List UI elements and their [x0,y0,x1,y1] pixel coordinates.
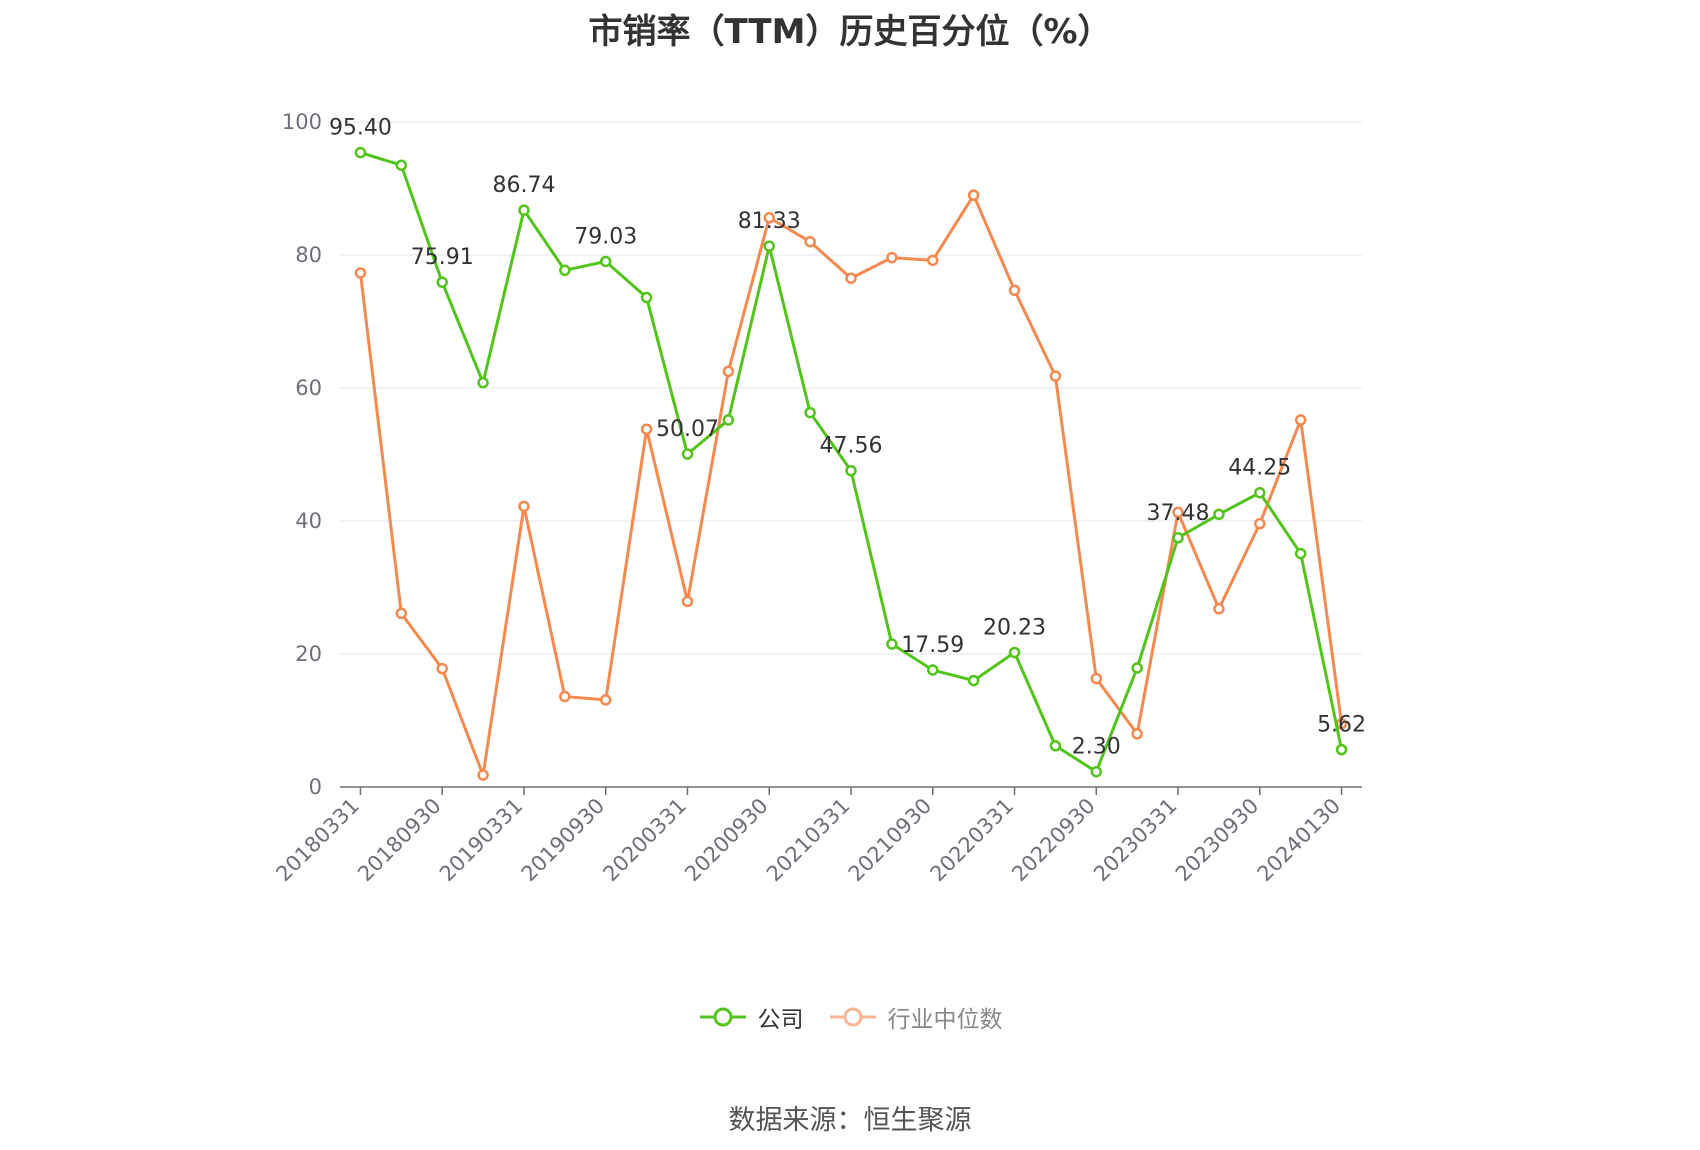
point-company-20180331 [354,146,367,159]
data-label-company-20190331: 86.74 [492,173,555,198]
point-industry-20230630 [1213,603,1225,615]
x-tick-label-20190331: 20190331 [435,794,528,887]
point-company-20211231 [967,674,980,687]
point-company-20210331 [845,464,857,477]
legend-company-symbol [699,1007,746,1027]
point-company-20180930 [436,276,448,288]
point-industry-20191231 [640,423,653,435]
x-tick-label-20210331: 20210331 [762,794,855,887]
legend: 公司 行业中位数 [0,1000,1700,1034]
y-tick-label-100: 100 [282,110,322,134]
legend-industry-symbol [829,1007,876,1027]
x-tick-label-20210930: 20210930 [844,794,937,887]
point-company-20220630 [1049,740,1062,752]
y-tick-label-40: 40 [295,509,322,533]
point-company-20221231 [1131,662,1143,674]
point-company-20200630 [722,414,735,426]
data-label-company-20220331: 20.23 [983,615,1046,640]
legend-item-company[interactable]: 公司 [698,1000,804,1034]
legend-industry-label: 行业中位数 [887,1007,1003,1033]
point-company-20191231 [640,291,653,304]
point-industry-20231231 [1294,414,1307,426]
point-industry-20200331 [681,595,694,608]
y-tick-label-80: 80 [295,243,322,267]
point-company-20231231 [1294,547,1307,560]
data-label-company-20180331: 95.40 [329,116,392,141]
point-company-20190331 [518,204,530,216]
y-tick-label-60: 60 [295,376,322,400]
data-label-company-20200331: 50.07 [656,417,719,442]
x-tick-label-20220331: 20220331 [926,794,1019,887]
point-company-20181231 [477,376,489,389]
point-company-20190630 [559,264,571,277]
point-company-20240130 [1335,743,1348,756]
point-industry-20181231 [477,769,489,781]
data-label-company-20230930: 44.25 [1228,456,1291,481]
data-label-company-20190930: 79.03 [574,224,637,249]
y-tick-label-20: 20 [295,642,322,666]
x-tick-label-20180930: 20180930 [353,794,446,887]
x-tick-label-20200930: 20200930 [680,794,773,887]
point-industry-20190331 [518,500,530,513]
point-industry-20230331 [1172,506,1184,519]
x-tick-label-20190930: 20190930 [517,794,610,887]
point-company-20230930 [1254,486,1266,499]
point-company-20200331 [681,448,694,460]
point-industry-20210930 [927,254,939,267]
point-industry-20200630 [722,365,735,378]
point-industry-20190630 [559,690,571,703]
point-company-20230630 [1213,508,1225,521]
data-source: 数据来源：恒生聚源 [728,1105,972,1136]
data-label-company-20210930: 17.59 [901,633,964,658]
y-tick-label-0: 0 [309,775,322,799]
legend-company-label: 公司 [757,1007,804,1033]
point-industry-20190930 [599,694,612,706]
series-line-company [359,151,1344,774]
data-label-company-20240130: 5.62 [1317,713,1366,738]
point-company-20230331 [1172,532,1184,544]
axes: 0 20 40 60 80 100 2018033120180930201903312019… [271,110,1362,886]
point-industry-20230930 [1254,517,1266,530]
point-company-20190930 [599,255,612,268]
point-company-20200930 [763,240,775,252]
x-tick-label-20220930: 20220930 [1007,794,1100,887]
x-tick-label-20180331: 20180331 [271,794,364,887]
x-tick-label-20230331: 20230331 [1089,794,1182,887]
data-labels: 95.40 75.91 86.74 79.03 50.07 81.33 47.56 17.59… [329,116,1366,760]
point-industry-20220930 [1090,672,1103,685]
series [354,146,1348,781]
point-industry-20211231 [967,189,980,201]
grid-lines [340,121,1362,655]
legend-item-industry[interactable]: 行业中位数 [828,1000,1003,1034]
x-tick-label-20240130: 20240130 [1253,794,1346,887]
point-industry-20221231 [1131,728,1143,740]
data-label-company-20230331: 37.48 [1147,501,1210,526]
data-label-company-20220930: 2.30 [1072,735,1121,760]
point-company-20220930 [1090,765,1103,778]
point-company-20210930 [927,664,939,676]
data-label-company-20180930: 75.91 [411,245,474,270]
point-company-20180630 [395,159,408,171]
chart-title: 市销率（TTM）历史百分位（%） [588,12,1112,52]
point-company-20201231 [804,406,816,419]
x-tick-label-20230930: 20230930 [1171,794,1264,887]
point-industry-20220331 [1008,284,1021,296]
point-company-20220331 [1008,646,1021,659]
point-industry-20220630 [1049,370,1062,382]
point-industry-20210630 [886,251,898,264]
point-industry-20180630 [395,607,408,620]
point-industry-20201231 [804,235,816,248]
point-company-20210630 [886,638,898,650]
point-industry-20200930 [763,212,775,224]
point-industry-20210331 [845,272,857,285]
data-label-company-20200930: 81.33 [738,209,801,234]
x-tick-label-20200331: 20200331 [598,794,691,887]
point-industry-20180331 [354,267,367,279]
data-label-company-20210331: 47.56 [820,434,883,459]
point-industry-20180930 [436,662,448,675]
